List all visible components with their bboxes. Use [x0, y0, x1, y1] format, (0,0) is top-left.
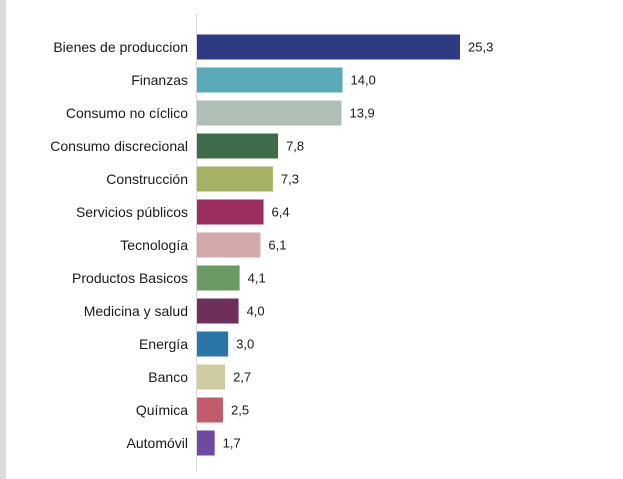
value-label: 3,0	[236, 337, 254, 352]
category-label: Banco	[148, 369, 188, 385]
bar	[197, 331, 229, 357]
value-label: 6,1	[268, 238, 286, 253]
bar	[197, 265, 240, 291]
category-label: Servicios públicos	[76, 204, 188, 220]
bar	[197, 199, 264, 225]
value-label: 14,0	[351, 73, 376, 88]
category-label: Bienes de produccion	[53, 39, 188, 55]
bar-chart: Bienes de produccion 25,3 Finanzas 14,0 Cons…	[50, 34, 493, 456]
value-label: 1,7	[223, 436, 241, 451]
bar	[197, 397, 223, 423]
category-axis-line	[196, 14, 197, 472]
bar	[197, 364, 226, 390]
value-label: 6,4	[272, 205, 290, 220]
bar	[197, 298, 239, 324]
value-label: 7,3	[281, 172, 299, 187]
bar	[197, 100, 342, 126]
value-label: 13,9	[349, 106, 374, 121]
category-label: Consumo discrecional	[50, 138, 188, 154]
bar	[197, 430, 215, 456]
category-label: Consumo no cíclico	[66, 105, 188, 121]
value-label: 4,0	[247, 304, 265, 319]
bar	[197, 34, 460, 60]
category-label: Energía	[139, 336, 188, 352]
category-label: Medicina y salud	[84, 303, 188, 319]
category-label: Finanzas	[131, 72, 188, 88]
value-label: 4,1	[248, 271, 266, 286]
value-label: 2,5	[231, 403, 249, 418]
value-label: 2,7	[233, 370, 251, 385]
bar	[197, 67, 343, 93]
category-label: Productos Basicos	[72, 270, 188, 286]
category-label: Tecnología	[120, 237, 188, 253]
category-label: Automóvil	[127, 435, 188, 451]
bar	[197, 133, 279, 159]
category-label: Construcción	[106, 171, 188, 187]
bar	[197, 232, 261, 258]
category-label: Química	[136, 402, 188, 418]
value-label: 25,3	[468, 40, 493, 55]
value-label: 7,8	[286, 139, 304, 154]
bar	[197, 166, 273, 192]
chart-panel: Bienes de produccion 25,3 Finanzas 14,0 Cons…	[6, 0, 623, 479]
